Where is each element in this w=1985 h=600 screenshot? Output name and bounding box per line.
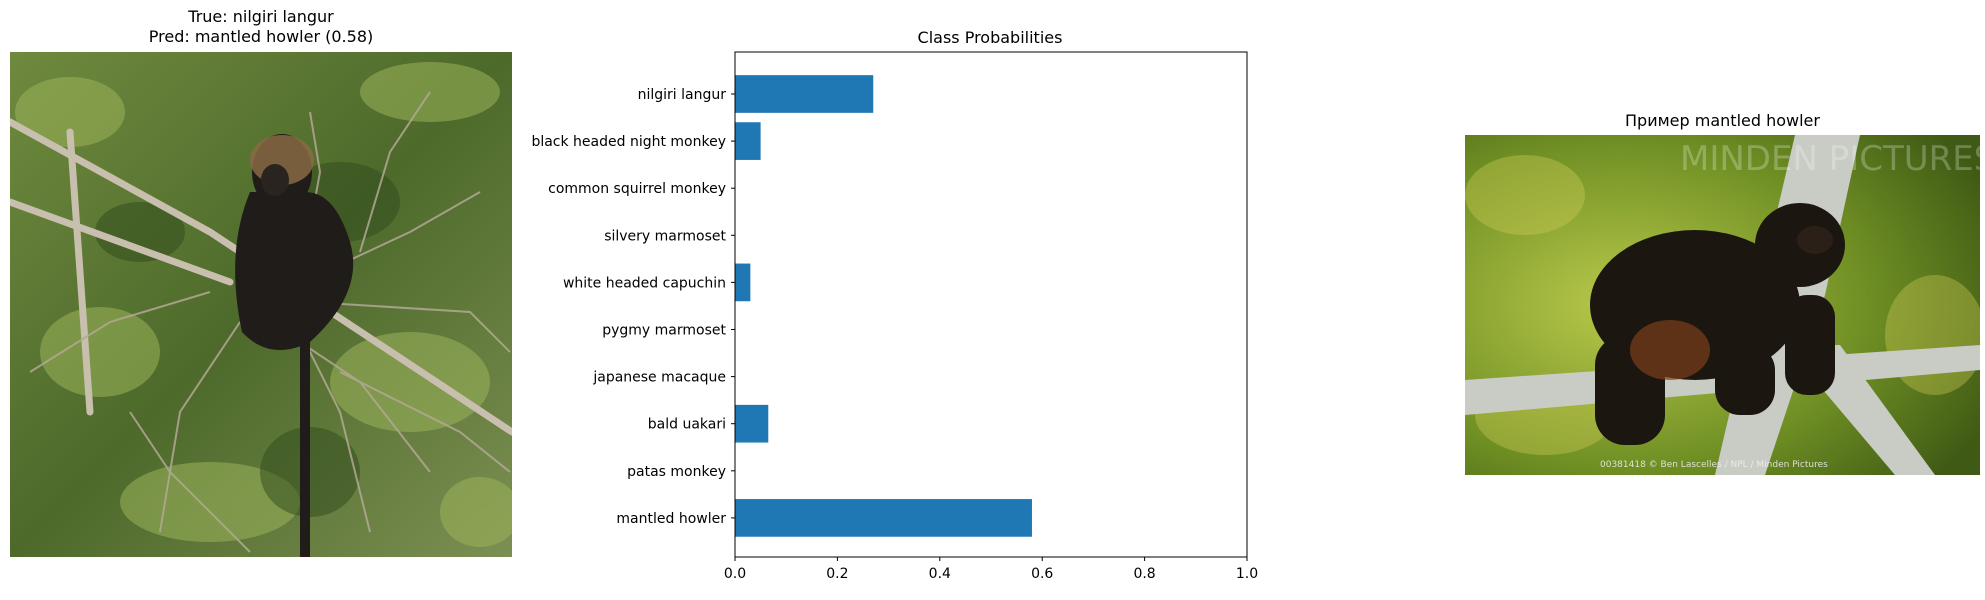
class-probabilities-chart: nilgiri langur black headed night monkey c… <box>531 51 1258 582</box>
bar-bald-uakari <box>735 404 769 443</box>
y-tick-label: japanese macaque <box>592 370 726 386</box>
y-tick-label: patas monkey <box>627 464 726 480</box>
nilgiri-langur-photo <box>10 52 512 557</box>
y-tick-label: silvery marmoset <box>604 228 726 244</box>
y-tick-label: bald uakari <box>648 417 726 433</box>
example-title: Пример mantled howler <box>1625 111 1820 130</box>
left-photo <box>10 52 512 557</box>
x-tick-label: 0.8 <box>1133 566 1155 582</box>
x-tick-label: 0.2 <box>826 566 848 582</box>
x-tick-label: 1.0 <box>1236 566 1258 582</box>
mantled-howler-photo: MINDEN PICTURES 00381418 © Ben Lascelles… <box>1465 135 1980 475</box>
bar-white-headed-capuchin <box>735 263 751 302</box>
x-tick-label: 0.6 <box>1031 566 1053 582</box>
chart-title: Class Probabilities <box>917 28 1063 47</box>
y-tick-label: white headed capuchin <box>563 275 726 291</box>
y-tick-label: nilgiri langur <box>638 87 727 103</box>
y-tick-label: common squirrel monkey <box>548 181 726 197</box>
y-tick-label: pygmy marmoset <box>602 323 726 339</box>
x-tick-label: 0.4 <box>929 566 951 582</box>
y-tick-label: mantled howler <box>616 511 726 527</box>
watermark-text: MINDEN PICTURES <box>1680 139 1980 179</box>
plot-frame <box>734 51 1248 558</box>
x-tick-label: 0.0 <box>724 566 746 582</box>
y-tick-label: black headed night monkey <box>531 134 726 150</box>
true-label: True: nilgiri langur <box>188 7 334 26</box>
bar-black-headed-night-monkey <box>735 122 761 160</box>
pred-label: Pred: mantled howler (0.58) <box>148 27 374 46</box>
photo-credit: 00381418 © Ben Lascelles / NPL / Minden … <box>1600 460 1828 470</box>
bar-nilgiri-langur <box>735 75 874 113</box>
bar-mantled-howler <box>735 499 1032 537</box>
left-title: True: nilgiri langur Pred: mantled howle… <box>10 7 512 47</box>
right-photo: MINDEN PICTURES 00381418 © Ben Lascelles… <box>1465 135 1980 475</box>
